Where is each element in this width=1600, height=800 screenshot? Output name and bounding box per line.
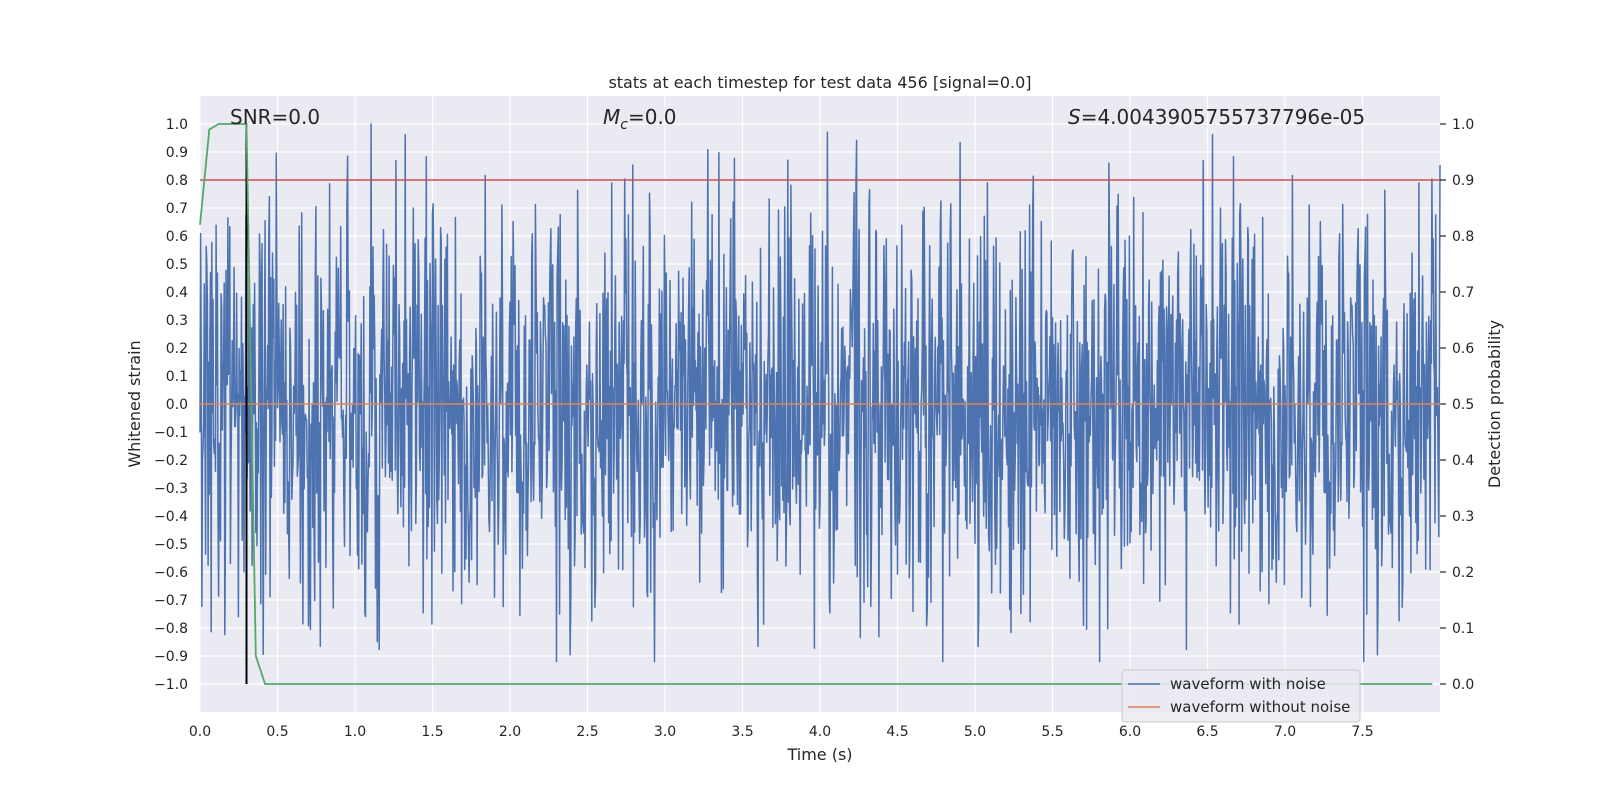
- y-tick-label: 1.0: [166, 117, 188, 133]
- y-tick-label: 0.4: [166, 285, 188, 301]
- series-waveform-with-noise: [199, 123, 1441, 663]
- x-tick-label: 0.5: [266, 724, 288, 740]
- x-tick-label: 6.5: [1196, 724, 1218, 740]
- y-tick-label: −0.7: [154, 593, 188, 609]
- x-tick-label: 3.5: [731, 724, 753, 740]
- x-tick-label: 1.5: [421, 724, 443, 740]
- x-tick-label: 0.0: [189, 724, 211, 740]
- y-tick-label: −0.3: [154, 481, 188, 497]
- s-value: =4.0043905755737796e-05: [1081, 105, 1365, 129]
- y-tick-label: 0.9: [166, 145, 188, 161]
- series-overlays: [199, 123, 1440, 685]
- y-right-tick-label: 0.8: [1452, 229, 1474, 245]
- x-tick-label: 4.5: [886, 724, 908, 740]
- y-tick-label: 0.7: [166, 201, 188, 217]
- s-symbol: S: [1068, 105, 1081, 129]
- x-tick-label: 3.0: [654, 724, 676, 740]
- mc-annotation: Mc=0.0: [603, 105, 677, 133]
- y-tick-label: −0.9: [154, 649, 188, 665]
- y-right-tick-label: 0.3: [1452, 509, 1474, 525]
- y-right-tick-label: 0.5: [1452, 397, 1474, 413]
- y-tick-label: 0.5: [166, 257, 188, 273]
- y-right-tick-label: 0.0: [1452, 677, 1474, 693]
- y-right-tick-label: 0.9: [1452, 173, 1474, 189]
- x-tick-label: 5.5: [1041, 724, 1063, 740]
- ticks: 0.0 0.5 1.0 1.5 2.0 2.5 3.0 3.5 4.0 4.5 5.0 5.5 6.0 6…: [154, 117, 1474, 740]
- y-axis-label-right: Detection probability: [1485, 320, 1504, 488]
- x-tick-label: 6.0: [1119, 724, 1141, 740]
- legend: waveform with noise waveform without noi…: [1121, 669, 1361, 723]
- y-right-tick-label: 0.4: [1452, 453, 1474, 469]
- x-tick-label: 1.0: [344, 724, 366, 740]
- x-tick-label: 7.0: [1274, 724, 1296, 740]
- y-tick-label: 0.8: [166, 173, 188, 189]
- y-tick-label: 0.2: [166, 341, 188, 357]
- x-tick-label: 4.0: [809, 724, 831, 740]
- mc-value: =0.0: [628, 105, 677, 129]
- legend-label-clean: waveform without noise: [1170, 698, 1350, 716]
- x-tick-label: 5.0: [964, 724, 986, 740]
- waveform-with-noise-line: [199, 123, 1441, 663]
- chart-title: stats at each timestep for test data 456…: [608, 73, 1031, 92]
- mc-symbol: M: [603, 105, 620, 129]
- y-right-tick-label: 0.1: [1452, 621, 1474, 637]
- y-tick-label: −1.0: [154, 677, 188, 693]
- legend-label-noise: waveform with noise: [1170, 675, 1326, 693]
- s-annotation: S=4.0043905755737796e-05: [1068, 105, 1365, 129]
- mc-subscript: c: [620, 117, 628, 133]
- y-tick-label: 0.0: [166, 397, 188, 413]
- y-tick-label: −0.8: [154, 621, 188, 637]
- y-right-tick-label: 0.6: [1452, 341, 1474, 357]
- y-tick-label: 0.1: [166, 369, 188, 385]
- y-tick-label: −0.1: [154, 425, 188, 441]
- detection-probability-line: [199, 123, 1433, 685]
- y-tick-label: −0.2: [154, 453, 188, 469]
- x-axis-label: Time (s): [786, 745, 852, 764]
- y-tick-label: −0.6: [154, 565, 188, 581]
- x-tick-label: 7.5: [1351, 724, 1373, 740]
- y-tick-label: −0.4: [154, 509, 188, 525]
- y-tick-label: 0.6: [166, 229, 188, 245]
- y-right-tick-label: 1.0: [1452, 117, 1474, 133]
- y-right-tick-label: 0.7: [1452, 285, 1474, 301]
- y-tick-label: 0.3: [166, 313, 188, 329]
- y-axis-label: Whitened strain: [125, 340, 144, 467]
- x-tick-label: 2.0: [499, 724, 521, 740]
- snr-annotation: SNR=0.0: [230, 105, 320, 129]
- y-tick-label: −0.5: [154, 537, 188, 553]
- y-right-tick-label: 0.2: [1452, 565, 1474, 581]
- legend-box: [1121, 669, 1361, 723]
- x-tick-label: 2.5: [576, 724, 598, 740]
